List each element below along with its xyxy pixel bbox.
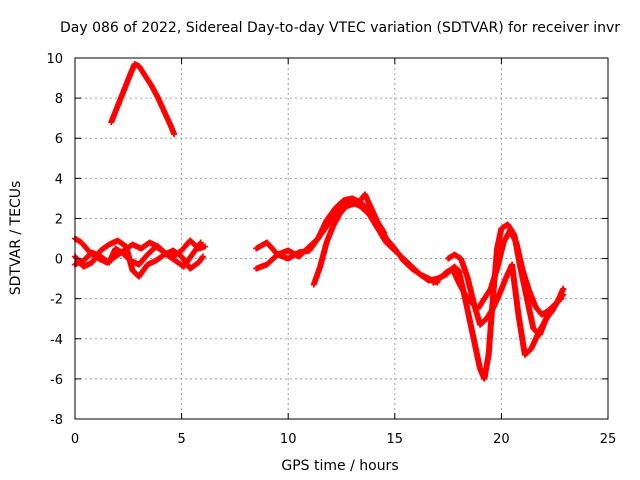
data-point-trail: [324, 224, 336, 245]
data-point-trail: [496, 276, 509, 297]
y-tick-label: 8: [55, 92, 63, 107]
chart-title: Day 086 of 2022, Sidereal Day-to-day VTE…: [60, 20, 620, 36]
plot-frame: [74, 57, 609, 420]
data-point-trail: [384, 236, 397, 251]
data-point-trail: [358, 200, 372, 213]
data-point: [171, 131, 178, 138]
data-point-trail: [79, 240, 93, 255]
data-point-trail: [307, 236, 321, 249]
y-tick-label: 0: [55, 253, 63, 268]
data-point-trail: [509, 262, 522, 317]
data-point-trail: [155, 96, 167, 114]
data-point-trail: [264, 240, 280, 257]
data-point-trail: [526, 288, 539, 309]
data-point-trail: [401, 258, 414, 271]
data-point-trail: [452, 264, 461, 273]
series-arc-1: [108, 61, 178, 138]
data-point-trail: [324, 206, 338, 223]
data-point-trail: [528, 332, 541, 351]
axis-ticks: [74, 57, 609, 420]
data-point-trail: [478, 316, 489, 327]
y-tick-label: -8: [50, 413, 63, 428]
series-arc-10: [430, 227, 565, 318]
y-tick-label: 4: [55, 172, 63, 187]
x-tick-label: 10: [280, 432, 297, 447]
data-point-trail: [524, 296, 537, 331]
x-tick-label: 0: [71, 432, 79, 447]
data-point-trail: [296, 244, 312, 259]
data-point-trail: [449, 266, 462, 285]
data-point-trail: [368, 206, 381, 225]
data-point-trail: [494, 240, 507, 271]
y-tick-label: 2: [55, 212, 63, 227]
data-point-trail: [490, 292, 502, 311]
data-point-trail: [409, 266, 423, 277]
data-point-trail: [108, 104, 121, 124]
series-arc-9: [445, 251, 567, 358]
data-point-trail: [156, 244, 169, 257]
data-point-trail: [136, 252, 150, 267]
data-point: [558, 295, 565, 302]
y-tick-label: 10: [46, 52, 63, 67]
data-point-trail: [333, 198, 346, 211]
data-point-trail: [311, 264, 323, 287]
y-tick-label: -4: [50, 333, 63, 348]
x-tick-label: 5: [177, 432, 185, 447]
data-points: [72, 61, 567, 382]
tick-labels: 0 5 10 15 20 25 -8 -6 -4 -2 0 2 4 6 8 10: [46, 52, 616, 447]
data-point-trail: [546, 302, 557, 313]
data-point-trail: [462, 296, 475, 331]
x-tick-label: 15: [387, 432, 404, 447]
series-arc-4: [72, 235, 204, 270]
data-point-trail: [190, 240, 204, 257]
data-point-trail: [136, 262, 150, 279]
y-tick-label: -2: [50, 293, 63, 308]
x-axis-label: GPS time / hours: [281, 458, 398, 474]
data-point: [199, 253, 206, 260]
data-point-trail: [515, 312, 528, 357]
series-arc-7: [310, 191, 388, 288]
data-point-trail: [333, 202, 346, 217]
y-tick-label: 6: [55, 132, 63, 147]
data-point-trail: [362, 192, 374, 211]
data-point-trail: [437, 270, 449, 281]
x-tick-label: 20: [493, 432, 510, 447]
data-point-trail: [541, 308, 553, 325]
data-point-trail: [522, 346, 534, 357]
data-point-trail: [181, 252, 195, 269]
data-point-trail: [513, 240, 526, 273]
data-point-trail: [330, 212, 342, 229]
data-point-trail: [535, 320, 547, 337]
data-point-trail: [507, 228, 519, 245]
y-axis-label: SDTVAR / TECUs: [8, 181, 24, 296]
data-point-trail: [456, 280, 468, 297]
data-point: [381, 229, 388, 236]
data-point-trail: [464, 274, 477, 305]
data-point-trail: [315, 218, 329, 241]
data-point-trail: [317, 240, 330, 269]
data-point-trail: [121, 72, 133, 92]
data-point: [560, 291, 567, 298]
data-point-trail: [149, 84, 161, 100]
data-point-trail: [162, 110, 174, 128]
data-point: [197, 239, 204, 246]
data-point: [202, 243, 209, 250]
y-tick-label: -6: [50, 373, 63, 388]
data-point-trail: [481, 353, 492, 381]
data-point-trail: [115, 88, 127, 108]
grid-lines: [74, 57, 609, 420]
data-point-trail: [133, 61, 141, 69]
data-point-trail: [392, 246, 406, 263]
data-point: [560, 285, 567, 292]
data-point-trail: [264, 252, 280, 267]
data-point-trail: [458, 256, 470, 279]
x-tick-label: 25: [600, 432, 617, 447]
data-point-trail: [552, 296, 564, 307]
